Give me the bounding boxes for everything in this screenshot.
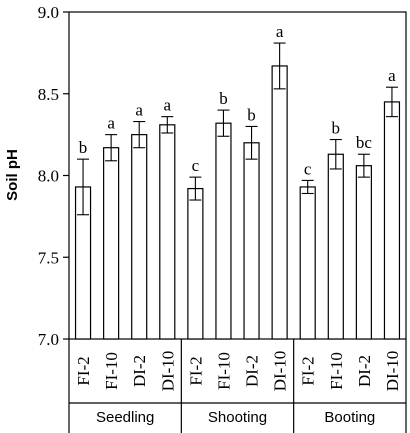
significance-letter: c xyxy=(304,159,312,178)
bar xyxy=(187,187,204,340)
significance-letter: b xyxy=(79,138,88,157)
bar xyxy=(243,142,260,340)
x-category-label: FI-2 xyxy=(74,356,93,385)
y-tick-label: 7.0 xyxy=(38,330,59,349)
group-label: Shooting xyxy=(208,409,267,426)
bar xyxy=(383,101,401,340)
x-category-label: DI-10 xyxy=(383,351,402,392)
plot-frame xyxy=(68,11,407,340)
y-tick-label: 8.0 xyxy=(38,167,59,186)
y-tick-label: 8.5 xyxy=(38,85,59,104)
bar xyxy=(215,122,232,340)
y-tick-label: 9.0 xyxy=(38,3,59,22)
group-label: Booting xyxy=(324,409,375,426)
y-axis-label-group: Soil pH xyxy=(4,149,21,201)
bar xyxy=(355,165,372,340)
bar xyxy=(103,147,120,340)
significance-letter: a xyxy=(276,22,284,41)
significance-letter: c xyxy=(192,156,200,175)
x-category-label: DI-10 xyxy=(271,351,290,392)
plot-area: 7.07.58.08.59.0bFI-2aFI-10aDI-2aDI-10See… xyxy=(38,3,407,433)
significance-letter: a xyxy=(388,66,396,85)
bar xyxy=(131,134,148,340)
significance-letter: b xyxy=(219,89,228,108)
significance-letter: b xyxy=(332,119,341,138)
x-category-label: DI-2 xyxy=(243,355,262,387)
significance-letter: a xyxy=(135,101,143,120)
bar xyxy=(327,153,344,340)
significance-letter: a xyxy=(164,96,172,115)
x-category-label: FI-2 xyxy=(186,356,205,385)
x-category-label: DI-2 xyxy=(355,355,374,387)
bar xyxy=(299,186,316,340)
x-category-label: DI-10 xyxy=(158,351,177,392)
significance-letter: b xyxy=(247,105,256,124)
significance-letter: a xyxy=(107,114,115,133)
significance-letter: bc xyxy=(356,133,373,152)
y-axis-label: Soil pH xyxy=(4,149,21,201)
bar xyxy=(159,124,176,340)
x-category-label: FI-10 xyxy=(214,352,233,390)
y-tick-label: 7.5 xyxy=(38,248,59,267)
x-category-label: FI-10 xyxy=(327,352,346,390)
group-label: Seedling xyxy=(96,409,154,426)
x-category-label: DI-2 xyxy=(130,355,149,387)
bar xyxy=(271,65,288,340)
x-category-label: FI-10 xyxy=(102,352,121,390)
x-category-label: FI-2 xyxy=(299,356,318,385)
